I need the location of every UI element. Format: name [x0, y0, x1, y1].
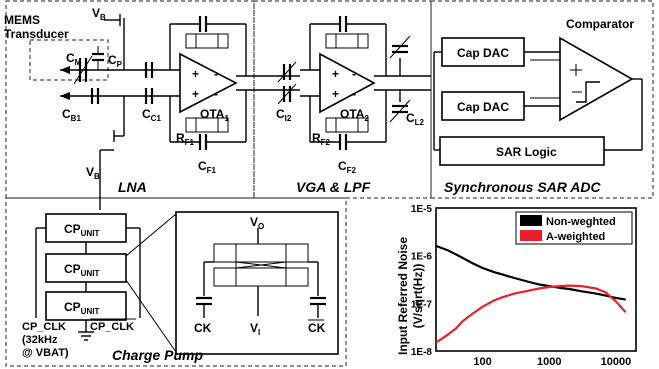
cap-dac-1-label: Cap DAC: [457, 46, 509, 60]
ota2-minus-2: -: [352, 87, 356, 101]
ota2-label: OTA2: [340, 107, 369, 123]
lna-region: [5, 0, 255, 199]
ck-bar-label: CK: [308, 321, 326, 335]
y-tick-label: 1E-8: [411, 347, 433, 358]
legend-swatch-nonweighted: [520, 215, 542, 226]
cm-label: CM: [66, 51, 82, 67]
cb1-label: CB1: [62, 107, 81, 123]
mems-label-2: Transducer: [4, 27, 69, 41]
cl2-label: CL2: [406, 111, 425, 127]
adc-circuit: [433, 36, 643, 166]
cp-label: CP: [108, 53, 123, 69]
charge-pump-section-label: Charge Pump: [112, 347, 203, 363]
vi-label: VI: [250, 321, 260, 337]
comparator-label: Comparator: [566, 17, 634, 31]
ota1-minus-2: -: [214, 87, 218, 101]
x-tick-label: 1000: [537, 356, 561, 368]
y-axis-label-2: (V/sqrt(Hz)): [411, 264, 425, 329]
vb-top-label: VB: [92, 6, 106, 22]
ota2-plus-2: +: [332, 87, 339, 101]
freq-label-2: @ VBAT): [22, 347, 69, 359]
cc1-label: CC1: [142, 107, 161, 123]
ota1-label: OTA1: [200, 107, 229, 123]
adc-section-label: Synchronous SAR ADC: [444, 179, 601, 195]
ota1-plus: +: [192, 67, 199, 81]
legend-label-aweighted: A-weighted: [546, 231, 605, 243]
cp-clk-label: CP_CLK: [22, 321, 66, 333]
vga-section-label: VGA & LPF: [296, 179, 371, 195]
y-axis-label-1: Input Referred Noise: [396, 237, 410, 355]
mems-box: [29, 39, 109, 81]
series-line-nonweighted: [435, 244, 626, 301]
cp-unit-2-label: CPUNIT: [64, 262, 99, 278]
plot-area: [435, 207, 637, 352]
freq-label-1: (32kHz: [22, 334, 58, 346]
y-tick-label: 1E-5: [411, 204, 433, 215]
x-tick-label: 10000: [601, 356, 632, 368]
ota1-minus: -: [214, 67, 218, 81]
vga-circuit: [254, 16, 431, 150]
rf1-label: RF1: [176, 131, 195, 147]
cf1-label: CF1: [198, 159, 217, 175]
rf2-label: RF2: [312, 131, 331, 147]
vb-bottom-label: VB: [86, 165, 100, 181]
cap-dac-2-label: Cap DAC: [457, 100, 509, 114]
mems-label-1: MEMS: [4, 13, 40, 27]
lna-section-label: LNA: [118, 179, 147, 195]
y-tick-label: 1E-7: [411, 299, 433, 310]
y-tick-label: 1E-6: [411, 252, 433, 263]
ck-label: CK: [194, 321, 212, 335]
series-line-aweighted: [435, 284, 627, 344]
cp-unit-1-label: CPUNIT: [64, 222, 99, 238]
ota1-plus-2: +: [192, 87, 199, 101]
x-tick-label: 100: [473, 356, 491, 368]
legend-label-nonweighted: Non-weghted: [546, 216, 616, 228]
lna-circuit: [60, 14, 254, 210]
sar-logic-label: SAR Logic: [496, 145, 557, 159]
ci2-label: CI2: [276, 107, 292, 123]
vo-label: VO: [250, 215, 264, 231]
ota2-plus: +: [332, 67, 339, 81]
ota2-minus: -: [352, 67, 356, 81]
noise-chart: 100 1000 10000 1E-5 1E-6 1E-7 1E-8 Input Refer…: [396, 204, 637, 368]
cp-clk-bar-label: CP_CLK: [90, 321, 134, 333]
cp-unit-3-label: CPUNIT: [64, 300, 99, 316]
legend-swatch-aweighted: [520, 230, 542, 241]
charge-pump-circuit: [35, 211, 339, 355]
cf2-label: CF2: [338, 159, 357, 175]
charge-pump-region: [5, 197, 347, 367]
